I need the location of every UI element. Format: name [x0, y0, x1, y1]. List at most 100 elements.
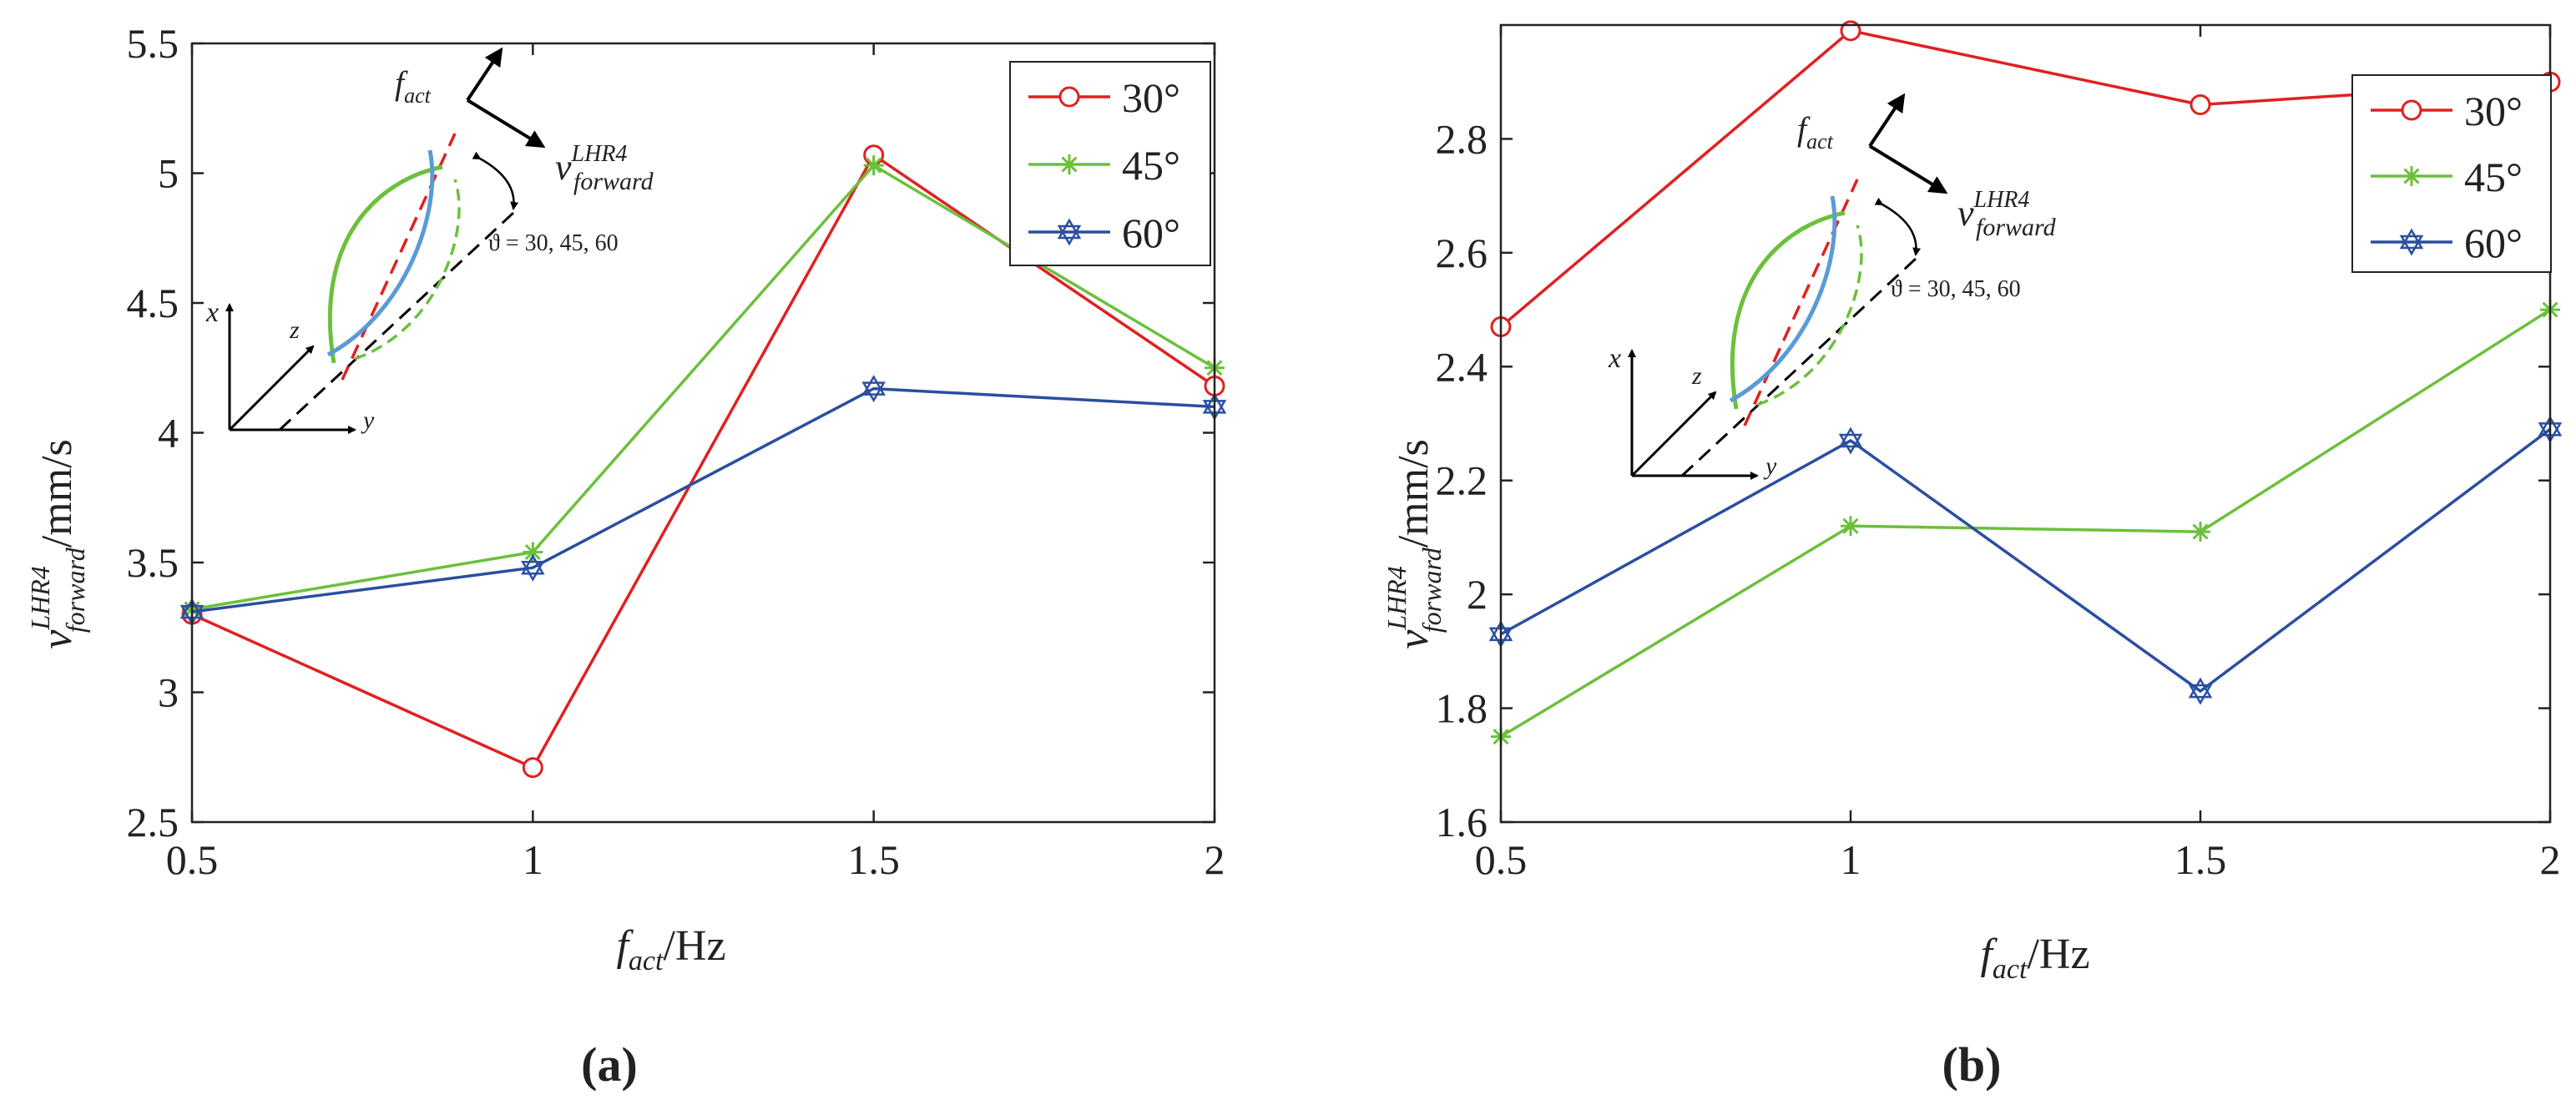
x-axis-label: fact/Hz — [616, 922, 725, 976]
y-tick-label: 2.6 — [1436, 230, 1488, 276]
x-tick-label: 1 — [1841, 836, 1861, 883]
y-tick-label: 3 — [158, 669, 179, 716]
series-line-60deg — [191, 386, 1215, 613]
inset-force-arrow — [466, 47, 503, 102]
inset-velocity-arrow — [466, 98, 546, 149]
y-axis-label: vLHR4 forward/mm/s — [25, 439, 90, 649]
panel-label-b: (b) — [1942, 1037, 2002, 1092]
x-tick-label: 2 — [2540, 836, 2561, 883]
series-line-45deg — [191, 163, 1215, 611]
x-axis-ticks: 0.5 1 1.5 2 — [166, 43, 1225, 883]
y-tick-label: 4 — [158, 410, 179, 457]
inset-x-label: x — [1608, 343, 1621, 374]
y-tick-label: 5 — [158, 150, 179, 197]
inset-blue-arc — [1729, 195, 1837, 403]
plot-area-frame — [1499, 23, 2552, 824]
legend: 30° 45° 60° — [1009, 61, 1211, 266]
chart-panel-b: 1.6 1.8 2 2.2 2.4 2.6 2.8 0.5 1 1.5 2 x y z fact vLHR… — [1381, 20, 2563, 1092]
inset-y-label: y — [1763, 452, 1777, 480]
inset-x-label: x — [205, 297, 219, 328]
inset-force-arrow — [1868, 93, 1906, 148]
chart-panel-a: 2.5 3 3.5 4 4.5 5 5.5 0.5 1 1.5 2 x y z fact vLHR4for… — [25, 20, 1227, 1092]
inset-z-label: z — [1691, 362, 1702, 390]
legend-label: 60° — [2464, 219, 2523, 266]
y-axis-ticks: 1.6 1.8 2 2.2 2.4 2.6 2.8 — [1436, 115, 2550, 845]
legend-marker — [1058, 86, 1080, 108]
y-tick-label: 2.4 — [1436, 343, 1488, 390]
data-point — [523, 542, 543, 563]
inset-y-label: y — [361, 406, 375, 434]
data-point — [2188, 677, 2213, 705]
inset-blue-arc — [326, 149, 435, 357]
inset-z-axis-arrow — [1630, 391, 1717, 477]
x-tick-label: 1.5 — [847, 836, 900, 883]
y-tick-label: 4.5 — [127, 280, 179, 326]
legend-marker — [1057, 218, 1082, 246]
y-tick-label: 2.5 — [127, 799, 179, 845]
y-tick-label: 2.8 — [1436, 115, 1488, 162]
data-point — [522, 757, 543, 779]
y-tick-label: 1.8 — [1436, 685, 1488, 732]
panel-label-a: (a) — [581, 1037, 638, 1092]
y-tick-label: 3.5 — [127, 539, 179, 586]
data-point — [1840, 20, 1861, 42]
y-axis-label: vLHR4 forward/mm/s — [1381, 439, 1447, 649]
x-axis-label: fact/Hz — [1980, 931, 2089, 985]
y-tick-label: 5.5 — [127, 20, 179, 67]
inset-z-label: z — [289, 316, 300, 344]
y-tick-label: 1.6 — [1436, 799, 1488, 845]
plot-area-frame — [190, 42, 1216, 824]
inset-angle-label: ϑ = 30, 45, 60 — [488, 230, 619, 256]
legend-label: 45° — [1122, 142, 1180, 189]
series-line-45deg — [1500, 308, 2551, 739]
legend-marker — [2401, 99, 2422, 121]
inset-z-axis-arrow — [228, 345, 315, 431]
inset-angle-arrow — [472, 151, 519, 210]
data-point — [2190, 522, 2210, 542]
series-line-60deg — [1500, 427, 2552, 694]
inset-red-dash — [1743, 179, 1859, 426]
inset-velocity-label: vLHR4 — [1957, 187, 2029, 234]
data-point — [861, 375, 886, 403]
inset-angle-label: ϑ = 30, 45, 60 — [1891, 276, 2021, 302]
data-point — [521, 553, 545, 582]
x-tick-label: 1.5 — [2174, 836, 2227, 883]
y-tick-label: 2.2 — [1436, 457, 1488, 504]
legend-marker — [2402, 166, 2422, 186]
data-point — [1841, 516, 1861, 537]
inset-velocity-arrow — [1868, 144, 1948, 194]
data-point — [2190, 94, 2211, 115]
x-tick-label: 0.5 — [166, 836, 219, 883]
inset-velocity-sub: forward — [573, 168, 654, 195]
inset-force-label: fact — [395, 64, 432, 108]
inset-red-dash — [341, 133, 457, 381]
x-tick-label: 0.5 — [1475, 836, 1528, 883]
inset-force-label: fact — [1797, 110, 1834, 154]
legend-marker — [1059, 154, 1079, 174]
inset-velocity-label: vLHR4 — [555, 141, 627, 188]
inset-reference-dash — [278, 211, 515, 431]
inset-green-arc — [1730, 210, 1846, 410]
x-tick-label: 2 — [1205, 836, 1225, 883]
legend-label: 30° — [1122, 74, 1180, 121]
legend-label: 60° — [1122, 209, 1180, 256]
legend-box — [2351, 74, 2552, 273]
legend-marker — [2399, 228, 2424, 256]
inset-green-arc — [327, 164, 443, 364]
inset-angle-arrow — [1874, 197, 1922, 256]
inset-velocity-sub: forward — [1976, 214, 2057, 241]
series-line-30deg — [191, 153, 1215, 769]
data-point — [863, 155, 884, 176]
y-axis-ticks: 2.5 3 3.5 4 4.5 5 5.5 — [127, 20, 1215, 845]
legend-label: 30° — [2464, 88, 2523, 134]
x-axis-ticks: 0.5 1 1.5 2 — [1475, 25, 2561, 883]
legend-label: 45° — [2464, 154, 2523, 200]
legend: 30° 45° 60° — [2351, 74, 2552, 273]
y-tick-label: 2 — [1467, 571, 1488, 618]
data-point — [1838, 426, 1863, 455]
x-tick-label: 1 — [523, 836, 543, 883]
series-group — [179, 144, 1227, 779]
